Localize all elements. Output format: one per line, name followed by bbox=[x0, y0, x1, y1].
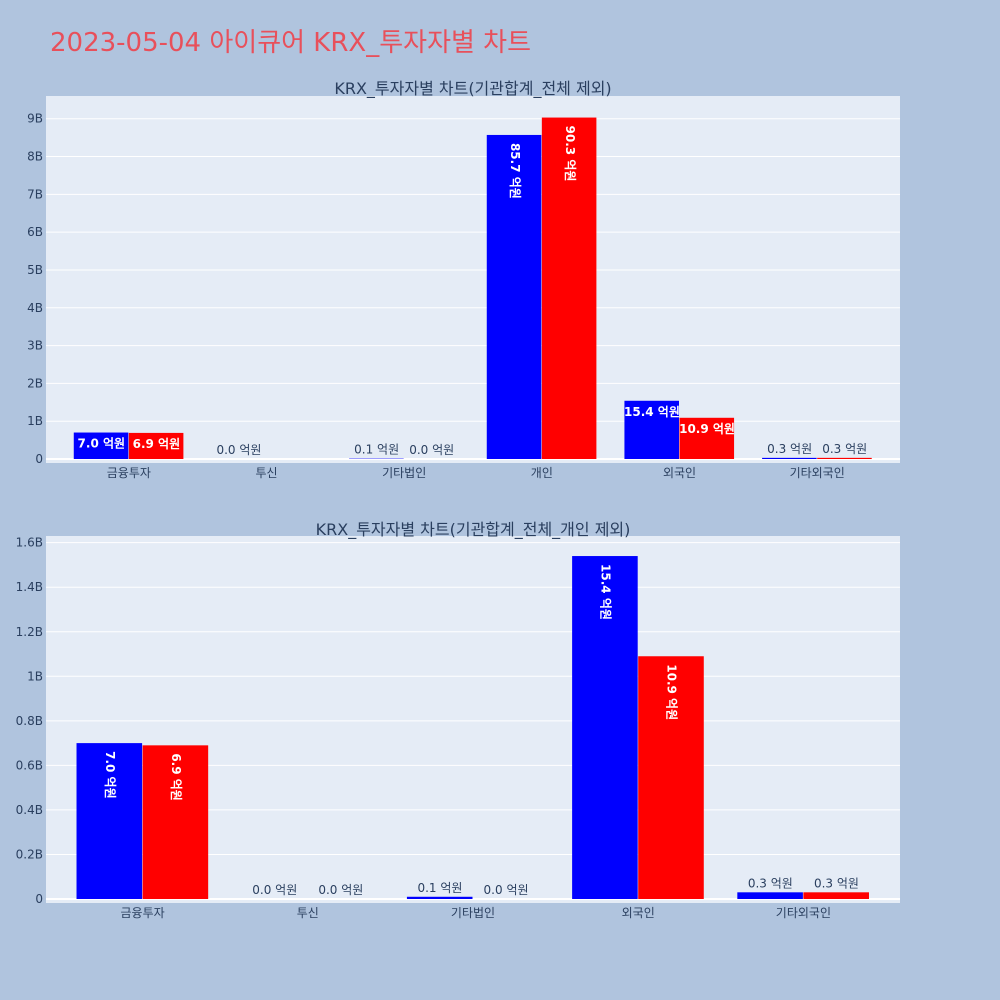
data-label: 0.0 억원 bbox=[252, 883, 297, 897]
data-label: 6.9 억원 bbox=[169, 753, 183, 801]
y-tick-label: 0 bbox=[35, 892, 43, 906]
page-title: 2023-05-04 아이큐어 KRX_투자자별 차트 bbox=[50, 28, 532, 58]
data-label: 7.0 억원 bbox=[103, 751, 117, 799]
y-tick-label: 7B bbox=[27, 187, 43, 201]
x-tick-label: 투신 bbox=[297, 906, 319, 920]
y-tick-label: 0 bbox=[35, 452, 43, 466]
bar bbox=[406, 896, 473, 899]
data-label: 0.0 억원 bbox=[216, 443, 261, 457]
data-label: 15.4 억원 bbox=[624, 405, 680, 419]
chart-title: KRX_투자자별 차트(기관합계_전체_개인 제외) bbox=[316, 520, 631, 540]
y-tick-label: 0.2B bbox=[16, 847, 43, 861]
chart-2: 0 0.2B 0.4B 0.6B 0.8B 1B 1.2B 1.4B 1.6B KRX_투자자별 … bbox=[16, 520, 900, 920]
x-tick-label: 금융투자 bbox=[121, 906, 165, 920]
bar bbox=[762, 457, 817, 459]
y-tick-label: 1B bbox=[27, 669, 43, 683]
y-tick-label: 1.6B bbox=[16, 536, 43, 550]
data-label: 0.3 억원 bbox=[748, 876, 793, 890]
data-label: 90.3 억원 bbox=[563, 126, 577, 182]
y-tick-label: 1B bbox=[27, 414, 43, 428]
bar bbox=[803, 892, 869, 899]
x-tick-label: 기타법인 bbox=[451, 906, 495, 920]
data-label: 0.0 억원 bbox=[484, 883, 529, 897]
y-tick-label: 1.4B bbox=[16, 580, 43, 594]
data-label: 0.3 억원 bbox=[822, 442, 867, 456]
bar bbox=[142, 745, 209, 899]
y-tick-label: 6B bbox=[27, 225, 43, 239]
y-tick-label: 5B bbox=[27, 263, 43, 277]
data-label: 0.3 억원 bbox=[814, 876, 859, 890]
bar bbox=[737, 892, 803, 899]
data-label: 10.9 억원 bbox=[665, 664, 679, 720]
x-tick-label: 투신 bbox=[255, 466, 277, 480]
bar bbox=[76, 743, 143, 899]
bar bbox=[128, 432, 184, 459]
bar bbox=[679, 417, 735, 459]
data-label: 15.4 억원 bbox=[599, 564, 613, 620]
x-tick-label: 기타외국인 bbox=[776, 906, 831, 920]
x-tick-label: 기타법인 bbox=[382, 466, 426, 480]
data-label: 0.0 억원 bbox=[318, 883, 363, 897]
y-tick-label: 1.2B bbox=[16, 625, 43, 639]
bar bbox=[638, 656, 704, 899]
chart-1: 0 1B 2B 3B 4B 5B 6B 7B 8B 9B KRX_투자자별 차트(기관합계_전체 제… bbox=[27, 79, 900, 480]
y-tick-label: 3B bbox=[27, 339, 43, 353]
y-tick-label: 0.6B bbox=[16, 758, 43, 772]
y-tick-label: 0.4B bbox=[16, 803, 43, 817]
y-tick-label: 9B bbox=[27, 112, 43, 126]
chart-title: KRX_투자자별 차트(기관합계_전체 제외) bbox=[334, 79, 611, 99]
data-label: 0.0 억원 bbox=[409, 443, 454, 457]
x-tick-label: 외국인 bbox=[622, 906, 655, 920]
bar bbox=[624, 400, 679, 459]
x-tick-label: 개인 bbox=[531, 466, 553, 480]
data-label: 6.9 억원 bbox=[133, 437, 181, 451]
data-label: 10.9 억원 bbox=[679, 422, 735, 436]
y-tick-label: 8B bbox=[27, 150, 43, 164]
data-label: 0.1 억원 bbox=[354, 443, 399, 457]
bar bbox=[817, 457, 872, 459]
data-label: 85.7 억원 bbox=[508, 143, 522, 199]
y-tick-label: 4B bbox=[27, 301, 43, 315]
bar bbox=[73, 432, 129, 459]
data-label: 7.0 억원 bbox=[78, 437, 126, 451]
x-tick-label: 금융투자 bbox=[107, 466, 151, 480]
bar bbox=[572, 556, 638, 899]
bar bbox=[541, 117, 597, 459]
bar bbox=[486, 134, 542, 459]
x-tick-label: 외국인 bbox=[663, 466, 696, 480]
y-tick-label: 2B bbox=[27, 376, 43, 390]
data-label: 0.3 억원 bbox=[767, 442, 812, 456]
plot-area bbox=[46, 96, 900, 463]
x-tick-label: 기타외국인 bbox=[790, 466, 845, 480]
data-label: 0.1 억원 bbox=[417, 881, 462, 895]
y-tick-label: 0.8B bbox=[16, 714, 43, 728]
